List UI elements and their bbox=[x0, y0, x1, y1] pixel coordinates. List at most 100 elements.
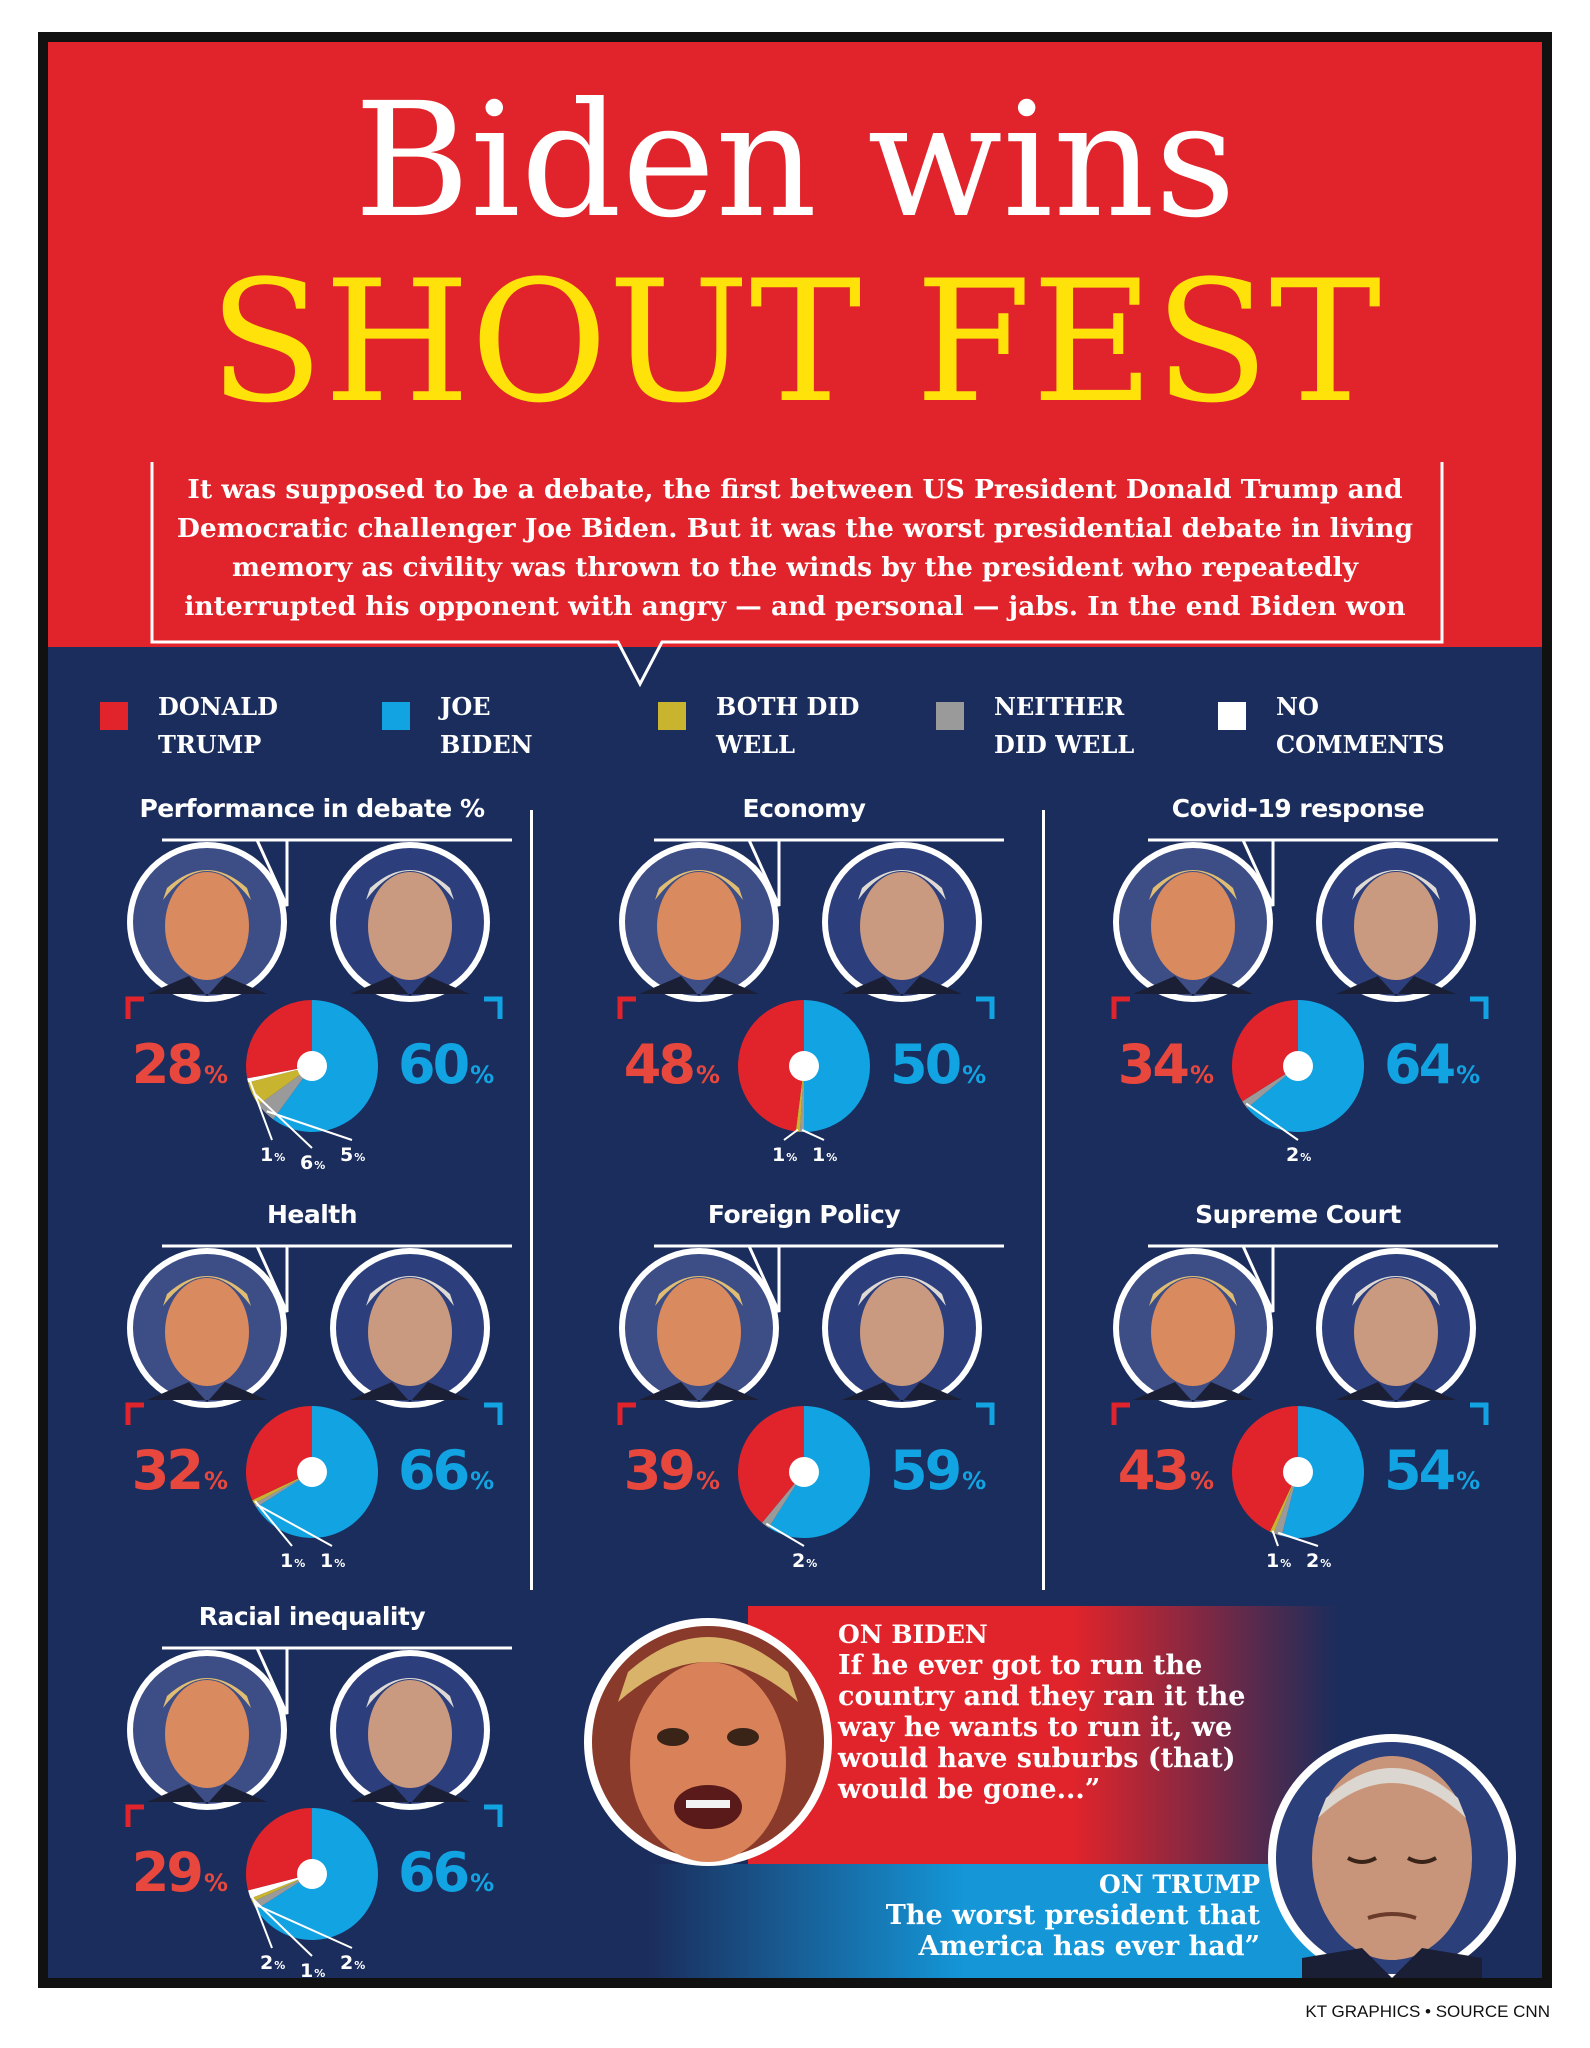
pie-center-hole bbox=[297, 1859, 327, 1889]
legend-label-none: NO COMMENTS bbox=[1276, 692, 1445, 759]
chart-graphic bbox=[1111, 838, 1498, 1141]
quote-on-trump-banner bbox=[648, 1864, 1348, 1978]
pie-slice-trump bbox=[246, 1808, 312, 1891]
biden-hair bbox=[1352, 870, 1440, 900]
biden-suit bbox=[842, 976, 962, 996]
trump-percent-value: 32 bbox=[131, 1439, 204, 1502]
trump-face bbox=[165, 1680, 249, 1788]
small-percent-value: 6 bbox=[300, 1152, 314, 1174]
leader-line-neither bbox=[1245, 1102, 1299, 1141]
percent-sign: % bbox=[1189, 1061, 1214, 1089]
pie-slice-trump bbox=[737, 1000, 804, 1132]
legend-label-trump: DONALD TRUMP bbox=[158, 692, 278, 759]
chart-graphic bbox=[125, 1244, 512, 1547]
biden-bracket bbox=[976, 996, 995, 1019]
trump-portrait bbox=[127, 842, 287, 1002]
trump-percent-value: 29 bbox=[131, 1841, 204, 1904]
percent-sign: % bbox=[203, 1467, 228, 1495]
pie-slice-none bbox=[248, 1874, 312, 1899]
small-percent-label-both: 1% bbox=[300, 1962, 326, 1980]
title-pointer-line bbox=[654, 838, 1004, 907]
pie-slice-both bbox=[252, 1472, 312, 1504]
small-percent-label-neither: 1% bbox=[320, 1552, 345, 1571]
pie-slice-trump bbox=[738, 1406, 804, 1523]
quote-on-biden-banner bbox=[748, 1606, 1338, 1864]
biden-face bbox=[368, 1278, 452, 1386]
small-percent-label-neither: 5% bbox=[340, 1146, 365, 1165]
percent-sign: % bbox=[470, 1061, 495, 1089]
headline-line-2: SHOUT FEST bbox=[208, 244, 1382, 440]
chart-panel: Performance in debate % 28% 60% 1% 6% 5% bbox=[72, 794, 552, 1194]
chart-title: Health bbox=[266, 1200, 358, 1229]
percent-sign: % bbox=[294, 1557, 306, 1570]
trump-face bbox=[657, 872, 741, 980]
legend-swatch-none bbox=[1218, 702, 1246, 730]
trump-hair bbox=[163, 1678, 251, 1708]
pie-slice-neither bbox=[1273, 1472, 1298, 1536]
percent-sign: % bbox=[314, 1967, 326, 1980]
biden-percent-label: 59% bbox=[890, 1444, 1030, 1498]
small-percent-label-none: 1% bbox=[260, 1146, 285, 1165]
small-percent-label-none: 2% bbox=[260, 1954, 285, 1973]
trump-portrait bbox=[1113, 1248, 1273, 1408]
pie-slice-biden bbox=[768, 1406, 870, 1538]
title-pointer-line bbox=[162, 1244, 512, 1313]
percent-sign: % bbox=[962, 1061, 987, 1089]
leader-line-both bbox=[783, 1128, 799, 1141]
biden-quote-portrait bbox=[1268, 1734, 1516, 1978]
pie-slice-trump bbox=[1232, 1406, 1298, 1532]
small-percent-value: 1 bbox=[812, 1144, 826, 1166]
trump-quote-portrait bbox=[584, 1618, 832, 1866]
trump-hair bbox=[163, 1276, 251, 1306]
percent-sign: % bbox=[470, 1869, 495, 1897]
small-percent-value: 1 bbox=[280, 1550, 294, 1572]
pie-slice-trump bbox=[246, 1000, 312, 1079]
title-pointer-line bbox=[162, 1646, 512, 1715]
leader-line-none bbox=[248, 1079, 273, 1141]
title-pointer-line bbox=[1148, 1244, 1498, 1313]
trump-face bbox=[657, 1278, 741, 1386]
biden-face bbox=[1354, 872, 1438, 980]
pie-center-hole bbox=[1283, 1457, 1313, 1487]
trump-percent-label: 48% bbox=[580, 1038, 720, 1092]
trump-percent-value: 28 bbox=[131, 1033, 204, 1096]
trump-percent-value: 39 bbox=[623, 1439, 696, 1502]
small-percent-label-neither: 2% bbox=[340, 1954, 365, 1973]
biden-portrait bbox=[330, 1650, 490, 1810]
percent-sign: % bbox=[962, 1467, 987, 1495]
headline-line-1: Biden wins bbox=[354, 69, 1236, 253]
chart-panel: Racial inequality 29% 66% 2% 1% 2% bbox=[72, 1602, 552, 1980]
trump-face bbox=[1151, 872, 1235, 980]
percent-sign: % bbox=[1280, 1557, 1292, 1570]
intro-callout-frame bbox=[150, 462, 1444, 688]
biden-suit bbox=[350, 1382, 470, 1402]
chart-graphic bbox=[617, 838, 1004, 1141]
small-percent-label-neither: 2% bbox=[792, 1552, 817, 1571]
biden-percent-value: 59 bbox=[890, 1439, 962, 1502]
source-credit: KT GRAPHICS • SOURCE CNN bbox=[1305, 2002, 1550, 2021]
trump-portrait bbox=[127, 1248, 287, 1408]
legend-swatch-both bbox=[658, 702, 686, 730]
biden-hair bbox=[1352, 1276, 1440, 1306]
biden-percent-label: 50% bbox=[890, 1038, 1030, 1092]
biden-percent-value: 64 bbox=[1384, 1033, 1456, 1096]
pie-slice-neither bbox=[258, 1066, 312, 1120]
small-percent-value: 1 bbox=[1266, 1550, 1280, 1572]
percent-sign: % bbox=[1320, 1557, 1332, 1570]
percent-sign: % bbox=[314, 1159, 326, 1172]
biden-percent-label: 60% bbox=[398, 1038, 538, 1092]
trump-percent-label: 39% bbox=[580, 1444, 720, 1498]
small-percent-value: 2 bbox=[1286, 1144, 1300, 1166]
header-banner: Biden wins SHOUT FEST bbox=[48, 42, 1542, 647]
chart-graphic bbox=[125, 1646, 512, 1957]
trump-bracket bbox=[1111, 1402, 1130, 1425]
percent-sign: % bbox=[354, 1151, 366, 1164]
legend-label-neither: NEITHER DID WELL bbox=[994, 692, 1135, 759]
trump-hair bbox=[163, 870, 251, 900]
trump-bracket bbox=[125, 996, 144, 1019]
biden-hair bbox=[366, 870, 454, 900]
trump-portrait bbox=[1113, 842, 1273, 1002]
pie-slice-both bbox=[795, 1066, 804, 1132]
percent-sign: % bbox=[274, 1959, 286, 1972]
leader-line-neither bbox=[765, 1522, 805, 1547]
